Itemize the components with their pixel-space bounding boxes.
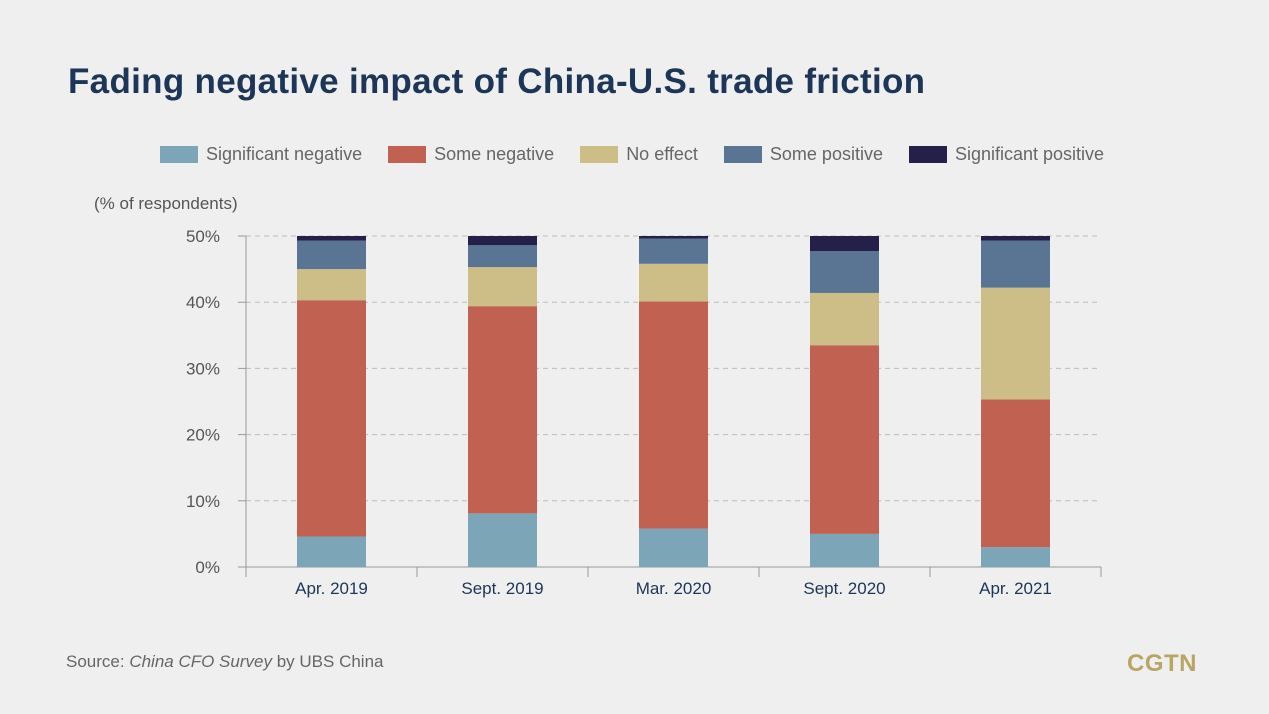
legend-label: Some negative [434, 143, 555, 164]
legend-label: No effect [626, 143, 698, 164]
x-tick-label: Sept. 2019 [461, 579, 543, 598]
bar-segment-some-positive [810, 251, 879, 293]
bar-segment-some-positive [468, 245, 537, 268]
chart-title: Fading negative impact of China-U.S. tra… [68, 62, 926, 101]
legend-item: Significant negative [160, 144, 362, 165]
bar-segment-some-negative [810, 345, 879, 534]
bar-segment-significant-negative [981, 547, 1050, 567]
bar-segment-some-negative [981, 399, 1050, 548]
x-tick-label: Mar. 2020 [636, 579, 712, 598]
bar-segment-significant-negative [810, 533, 879, 567]
legend-swatch-no-effect [580, 145, 619, 163]
bar-segment-some-negative [468, 306, 537, 514]
legend-label: Significant negative [206, 143, 363, 164]
y-axis-label: (% of respondents) [94, 194, 238, 213]
x-tick-label: Apr. 2019 [295, 579, 368, 598]
bar-segment-significant-positive [468, 236, 537, 246]
cgtn-logo: CGTN [1127, 650, 1197, 677]
bar-segment-no-effect [981, 287, 1050, 400]
x-tick-label: Sept. 2020 [803, 579, 885, 598]
bar-segment-significant-negative [297, 536, 366, 567]
source-suffix: by UBS China [271, 652, 384, 671]
legend-item: Some negative [388, 144, 554, 165]
bar-segment-significant-positive [810, 236, 879, 252]
y-tick-label: 0% [195, 558, 220, 577]
bar-segment-significant-positive [981, 236, 1050, 241]
bar-segment-significant-negative [639, 528, 708, 567]
bar-segment-no-effect [468, 267, 537, 307]
y-tick-label: 40% [186, 293, 220, 312]
legend-swatch-some-positive [723, 145, 762, 163]
y-tick-label: 30% [186, 359, 220, 378]
legend-item: Significant positive [908, 143, 1105, 165]
chart-legend: Significant negative Some negative No ef… [160, 142, 1130, 166]
y-tick-label: 10% [186, 492, 220, 511]
bar-segment-some-positive [981, 240, 1050, 288]
bar-segment-significant-positive [297, 236, 366, 241]
y-tick-label: 50% [186, 227, 220, 246]
legend-label: Significant positive [954, 143, 1105, 164]
y-tick-label: 20% [186, 426, 220, 445]
bar-segment-significant-positive [639, 236, 708, 239]
bar-segment-some-positive [297, 240, 366, 270]
x-tick-label: Apr. 2021 [979, 579, 1052, 598]
source-publication: China CFO Survey [129, 652, 272, 671]
legend-item: No effect [580, 144, 698, 165]
legend-item: Some positive [723, 143, 883, 165]
legend-swatch-significant-negative [160, 145, 198, 163]
source-note: Source: China CFO Survey by UBS China [66, 652, 383, 672]
legend-swatch-significant-positive [908, 145, 947, 163]
bar-segment-significant-negative [468, 513, 537, 567]
source-prefix: Source: [66, 652, 130, 671]
bar-segment-some-positive [639, 238, 708, 264]
bar-segment-no-effect [639, 263, 708, 302]
legend-label: Some positive [769, 143, 883, 164]
bar-segment-some-negative [297, 300, 366, 537]
bar-segment-no-effect [810, 292, 879, 346]
bar-segment-no-effect [297, 269, 366, 301]
legend-swatch-some-negative [388, 145, 427, 163]
bar-segment-some-negative [639, 301, 708, 529]
